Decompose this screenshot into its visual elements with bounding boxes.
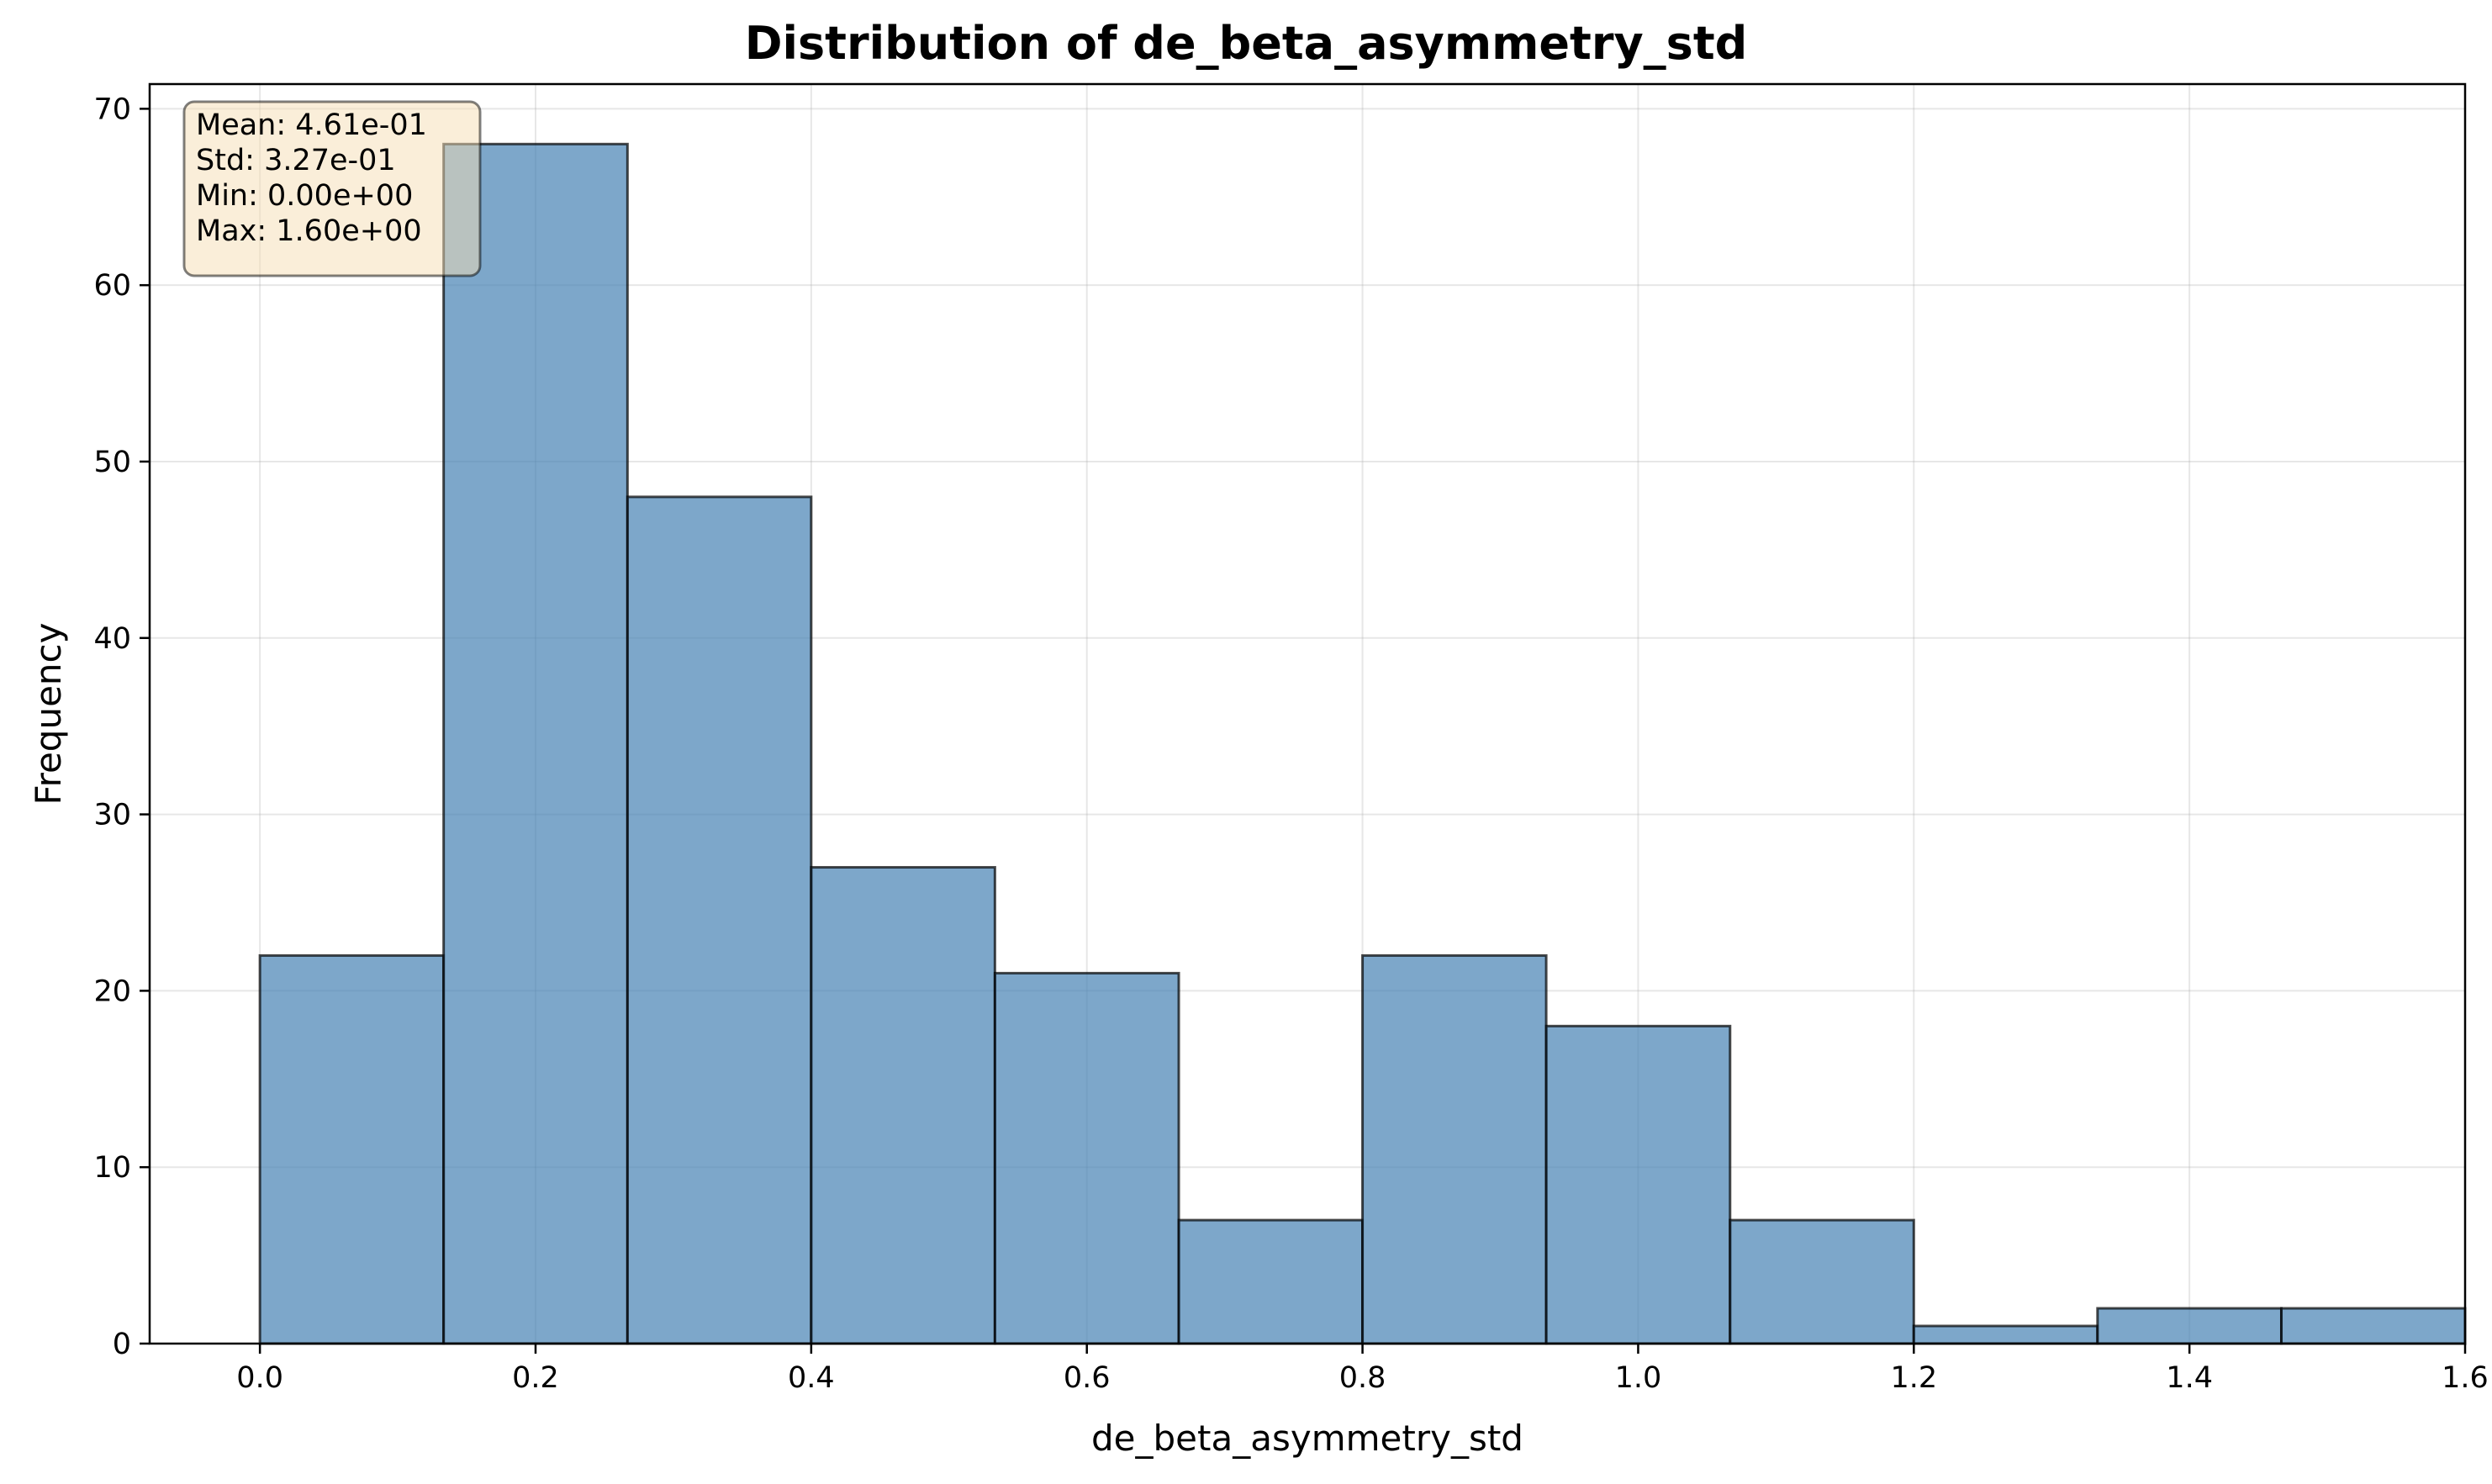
y-tick-label-0: 0 — [113, 1328, 131, 1361]
x-tick-label-2: 0.4 — [788, 1361, 835, 1395]
y-tick-label-3: 30 — [93, 799, 131, 832]
stats-max: Max: 1.60e+00 — [196, 214, 422, 248]
x-tick-label-0: 0.0 — [236, 1361, 283, 1395]
histogram-bar-11 — [2279, 1307, 2467, 1345]
y-tick-label-2: 20 — [93, 974, 131, 1008]
x-axis-label: de_beta_asymmetry_std — [1091, 1418, 1523, 1459]
chart-title: Distribution of de_beta_asymmetry_std — [745, 17, 1748, 70]
stats-min: Min: 0.00e+00 — [196, 179, 413, 213]
x-tick-label-7: 1.4 — [2166, 1361, 2213, 1395]
stats-box: Mean: 4.61e-01 Std: 3.27e-01 Min: 0.00e+… — [182, 100, 482, 277]
stats-std: Std: 3.27e-01 — [196, 144, 396, 177]
plot-frame — [148, 82, 2467, 1345]
x-axis-ticks: 0.0 0.2 0.4 0.6 0.8 1.0 1.2 1.4 1.6 — [236, 1344, 2489, 1395]
histogram-bar-10 — [2096, 1307, 2283, 1345]
x-tick-label-3: 0.6 — [1064, 1361, 1111, 1395]
x-tick-label-5: 1.0 — [1615, 1361, 1662, 1395]
histogram-bar-7 — [1544, 1024, 1732, 1345]
stats-box-background — [182, 100, 482, 277]
histogram-bars — [258, 142, 2467, 1345]
y-tick-label-1: 10 — [93, 1151, 131, 1185]
histogram-bar-6 — [1361, 953, 1548, 1345]
x-tick-label-4: 0.8 — [1339, 1361, 1386, 1395]
histogram-bar-5 — [1177, 1218, 1365, 1345]
histogram-bar-2 — [626, 495, 813, 1345]
histogram-bar-1 — [442, 142, 629, 1345]
x-tick-label-6: 1.2 — [1890, 1361, 1937, 1395]
x-tick-label-8: 1.6 — [2442, 1361, 2489, 1395]
y-tick-label-5: 50 — [93, 446, 131, 479]
y-axis-ticks: 0 10 20 30 40 50 60 70 — [93, 92, 150, 1361]
histogram-bar-4 — [993, 971, 1180, 1345]
histogram-bar-8 — [1729, 1218, 1915, 1345]
x-tick-label-1: 0.2 — [512, 1361, 559, 1395]
histogram-bar-3 — [810, 866, 996, 1345]
y-axis-label: Frequency — [28, 623, 69, 805]
histogram-bar-9 — [1912, 1324, 2099, 1345]
histogram-bar-0 — [258, 953, 446, 1345]
y-tick-label-6: 60 — [93, 269, 131, 303]
y-tick-label-7: 70 — [93, 92, 131, 126]
stats-mean: Mean: 4.61e-01 — [196, 108, 427, 142]
y-tick-label-4: 40 — [93, 622, 131, 656]
